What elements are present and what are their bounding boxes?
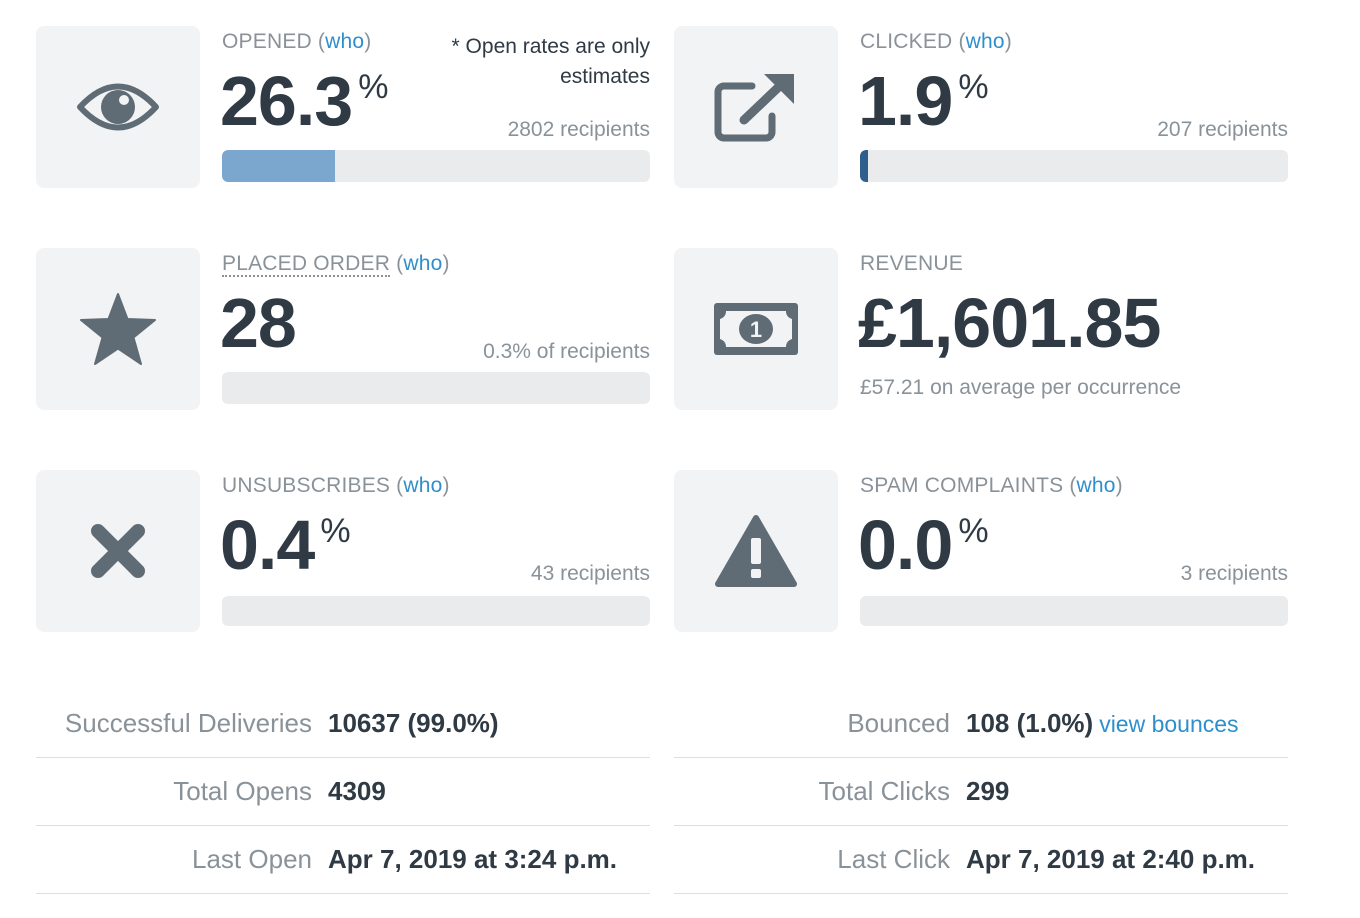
stat-value: 10637 (99.0%) (328, 708, 499, 738)
stat-row-last-click: Last Click Apr 7, 2019 at 2:40 p.m. (674, 826, 1288, 894)
view-bounces-link[interactable]: view bounces (1099, 711, 1239, 737)
spam-label: SPAM COMPLAINTS (who) (860, 474, 1123, 497)
stat-row-last-open: Last Open Apr 7, 2019 at 3:24 p.m. (36, 826, 650, 894)
stat-row-total-clicks: Total Clicks 299 (674, 758, 1288, 826)
clicked-progress-bar (860, 150, 1288, 182)
opened-recipients: 2802 recipients (507, 118, 650, 141)
opened-value: 26.3% (220, 62, 389, 140)
clicked-progress-fill (860, 150, 869, 182)
spam-progress-bar (860, 596, 1288, 626)
placed-order-recipients: 0.3% of recipients (483, 340, 650, 363)
opened-progress-bar (222, 150, 650, 182)
stat-label: Last Click (837, 844, 950, 874)
spam-card: SPAM COMPLAINTS (who) 0.0% 3 recipients (674, 470, 1288, 632)
money-icon-digit: 1 (750, 317, 762, 342)
eye-icon (77, 83, 159, 131)
stat-label: Bounced (847, 708, 950, 738)
stat-label: Total Opens (173, 776, 312, 806)
money-icon: 1 (714, 303, 798, 355)
stats-right: Bounced 108 (1.0%) view bounces Total Cli… (674, 690, 1288, 894)
warning-icon (715, 515, 797, 587)
stat-label: Successful Deliveries (64, 708, 312, 738)
unsubscribes-progress-bar (222, 596, 650, 626)
stat-value: 299 (966, 776, 1010, 806)
stat-label: Last Open (192, 844, 312, 874)
stat-row-successful-deliveries: Successful Deliveries 10637 (99.0%) (36, 690, 650, 758)
placed-order-label: PLACED ORDER (who) (222, 252, 450, 277)
unsubscribes-label: UNSUBSCRIBES (who) (222, 474, 450, 497)
opened-icon-box (36, 26, 200, 188)
open-rate-note: * Open rates are only estimates (451, 35, 650, 88)
stat-row-total-opens: Total Opens 4309 (36, 758, 650, 826)
close-icon (91, 524, 145, 578)
clicked-card: CLICKED (who) 1.9% 207 recipients (674, 26, 1288, 188)
revenue-value: £1,601.85 (858, 284, 1161, 362)
stat-value: 4309 (328, 776, 386, 806)
spam-who-link[interactable]: who (1076, 474, 1116, 497)
unsubscribes-card: UNSUBSCRIBES (who) 0.4% 43 recipients (36, 470, 650, 632)
stat-value: Apr 7, 2019 at 2:40 p.m. (966, 844, 1256, 874)
clicked-who-link[interactable]: who (965, 30, 1005, 53)
revenue-label: REVENUE (860, 252, 963, 275)
placed-order-card: PLACED ORDER (who) 28 0.3% of recipients (36, 248, 650, 410)
unsubscribes-icon-box (36, 470, 200, 632)
stat-label: Total Clicks (818, 776, 950, 806)
stat-value: Apr 7, 2019 at 3:24 p.m. (328, 844, 618, 874)
stat-value: 108 (1.0%) view bounces (966, 708, 1239, 738)
revenue-icon-box: 1 (674, 248, 838, 410)
unsubscribes-who-link[interactable]: who (403, 474, 443, 497)
revenue-card: 1 REVENUE £1,601.85 £57.21 on average pe… (674, 248, 1288, 410)
placed-order-who-link[interactable]: who (403, 252, 443, 275)
opened-progress-fill (222, 150, 335, 182)
revenue-average: £57.21 on average per occurrence (860, 376, 1182, 399)
clicked-recipients: 207 recipients (1157, 118, 1288, 141)
clicked-label: CLICKED (who) (860, 30, 1012, 53)
unsubscribes-recipients: 43 recipients (530, 562, 650, 585)
opened-card: OPENED (who) * Open rates are only estim… (36, 26, 650, 188)
placed-order-tooltip-term[interactable]: PLACED ORDER (222, 252, 391, 277)
clicked-icon-box (674, 26, 838, 188)
stat-row-bounced: Bounced 108 (1.0%) view bounces (674, 690, 1288, 758)
spam-recipients: 3 recipients (1180, 562, 1288, 585)
spam-icon-box (674, 470, 838, 632)
opened-who-link[interactable]: who (325, 30, 365, 53)
star-icon (80, 293, 156, 365)
unsubscribes-value: 0.4% (220, 506, 351, 584)
clicked-value: 1.9% (858, 62, 989, 140)
opened-label: OPENED (who) (222, 30, 372, 53)
stats-left: Successful Deliveries 10637 (99.0%) Tota… (36, 690, 650, 894)
placed-order-value: 28 (220, 284, 297, 362)
placed-order-icon-box (36, 248, 200, 410)
external-link-icon (714, 74, 794, 142)
spam-value: 0.0% (858, 506, 989, 584)
placed-order-progress-bar (222, 372, 650, 404)
